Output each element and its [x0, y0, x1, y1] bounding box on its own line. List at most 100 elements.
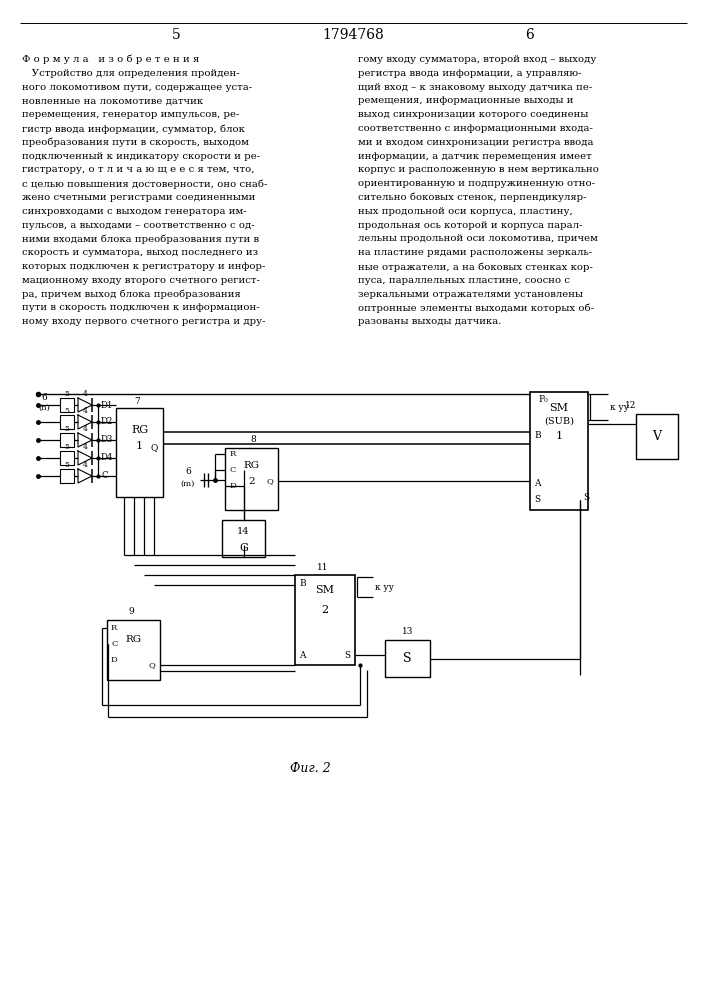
Text: разованы выходы датчика.: разованы выходы датчика.: [358, 317, 501, 326]
Text: 8: 8: [250, 436, 257, 444]
Text: синхровходами с выходом генератора им-: синхровходами с выходом генератора им-: [22, 207, 247, 216]
Text: SM: SM: [549, 403, 568, 413]
Bar: [385, 640, 430, 677]
Text: щий вход – к знаковому выходу датчика пе-: щий вход – к знаковому выходу датчика пе…: [358, 83, 592, 92]
Text: перемещения, генератор импульсов, ре-: перемещения, генератор импульсов, ре-: [22, 110, 240, 119]
Text: A: A: [299, 650, 305, 660]
Text: жено счетными регистрами соединенными: жено счетными регистрами соединенными: [22, 193, 255, 202]
Text: ними входами блока преобразования пути в: ними входами блока преобразования пути в: [22, 234, 259, 244]
Text: SM: SM: [315, 585, 334, 595]
Text: 4: 4: [83, 443, 88, 451]
Text: Q: Q: [148, 661, 155, 669]
Text: информации, а датчик перемещения имеет: информации, а датчик перемещения имеет: [358, 152, 592, 161]
Text: сительно боковых стенок, перпендикуляр-: сительно боковых стенок, перпендикуляр-: [358, 193, 587, 202]
Text: 6: 6: [185, 468, 191, 477]
Text: ремещения, информационные выходы и: ремещения, информационные выходы и: [358, 96, 573, 105]
Text: C: C: [111, 640, 117, 648]
Text: S: S: [583, 492, 589, 502]
Text: 12: 12: [625, 401, 637, 410]
Text: 4: 4: [83, 407, 88, 415]
Text: ных продольной оси корпуса, пластину,: ных продольной оси корпуса, пластину,: [358, 207, 573, 216]
Text: оптронные элементы выходами которых об-: оптронные элементы выходами которых об-: [358, 303, 594, 313]
Text: ми и входом синхронизации регистра ввода: ми и входом синхронизации регистра ввода: [358, 138, 593, 147]
Text: подключенный к индикатору скорости и ре-: подключенный к индикатору скорости и ре-: [22, 152, 260, 161]
Bar: [60, 433, 74, 447]
Text: G: G: [239, 543, 248, 553]
Text: (m): (m): [181, 480, 195, 488]
Bar: [107, 620, 160, 680]
Text: ориентированную и подпружиненную отно-: ориентированную и подпружиненную отно-: [358, 179, 595, 188]
Text: C: C: [230, 466, 236, 474]
Text: A: A: [534, 480, 540, 488]
Text: 1794768: 1794768: [322, 28, 384, 42]
Text: 9: 9: [129, 607, 134, 616]
Text: D: D: [230, 482, 237, 490]
Text: 2: 2: [322, 605, 329, 615]
Text: гому входу сумматора, второй вход – выходу: гому входу сумматора, второй вход – выхо…: [358, 55, 597, 64]
Text: D1: D1: [101, 400, 114, 410]
Text: гистр ввода информации, сумматор, блок: гистр ввода информации, сумматор, блок: [22, 124, 245, 133]
Text: лельны продольной оси локомотива, причем: лельны продольной оси локомотива, причем: [358, 234, 598, 243]
Text: D2: D2: [101, 418, 113, 426]
Bar: [636, 414, 678, 459]
Text: 1: 1: [136, 441, 143, 451]
Text: Ф о р м у л а   и з о б р е т е н и я: Ф о р м у л а и з о б р е т е н и я: [22, 55, 199, 64]
Text: D: D: [111, 656, 118, 664]
Text: RG: RG: [131, 425, 148, 435]
Bar: [60, 469, 74, 483]
Text: соответственно с информационными входа-: соответственно с информационными входа-: [358, 124, 593, 133]
Text: 13: 13: [402, 628, 413, 637]
Text: 5: 5: [172, 28, 180, 42]
Text: S: S: [534, 495, 540, 504]
Text: R: R: [230, 450, 236, 458]
Text: 1: 1: [556, 431, 563, 441]
Text: 6: 6: [525, 28, 534, 42]
Text: новленные на локомотиве датчик: новленные на локомотиве датчик: [22, 96, 203, 105]
Text: 4: 4: [83, 390, 88, 398]
Text: D4: D4: [101, 454, 113, 462]
Text: P₀: P₀: [538, 395, 548, 404]
Text: ного локомотивом пути, содержащее уста-: ного локомотивом пути, содержащее уста-: [22, 83, 252, 92]
Bar: [530, 392, 588, 510]
Text: 5: 5: [64, 407, 69, 415]
Text: ному входу первого счетного регистра и дру-: ному входу первого счетного регистра и д…: [22, 317, 266, 326]
Text: 5: 5: [64, 390, 69, 398]
Text: преобразования пути в скорость, выходом: преобразования пути в скорость, выходом: [22, 138, 249, 147]
Text: ные отражатели, а на боковых стенках кор-: ные отражатели, а на боковых стенках кор…: [358, 262, 593, 271]
Text: ра, причем выход блока преобразования: ра, причем выход блока преобразования: [22, 290, 241, 299]
Text: гистратору, о т л и ч а ю щ е е с я тем, что,: гистратору, о т л и ч а ю щ е е с я тем,…: [22, 165, 255, 174]
Text: 7: 7: [134, 396, 141, 406]
Text: S: S: [344, 650, 350, 660]
Text: скорость и сумматора, выход последнего из: скорость и сумматора, выход последнего и…: [22, 248, 258, 257]
Text: пульсов, а выходами – соответственно с од-: пульсов, а выходами – соответственно с о…: [22, 221, 255, 230]
Bar: [295, 575, 355, 665]
Text: D3: D3: [101, 436, 113, 444]
Text: 2: 2: [248, 477, 255, 486]
Text: выход синхронизации которого соединены: выход синхронизации которого соединены: [358, 110, 588, 119]
Text: Фиг. 2: Фиг. 2: [290, 762, 330, 774]
Bar: [60, 398, 74, 412]
Text: 6: 6: [41, 392, 47, 401]
Text: 5: 5: [64, 461, 69, 469]
Bar: [225, 448, 278, 510]
Text: с целью повышения достоверности, оно снаб-: с целью повышения достоверности, оно сна…: [22, 179, 267, 189]
Text: B: B: [299, 578, 305, 587]
Text: 14: 14: [238, 528, 250, 536]
Bar: [60, 415, 74, 429]
Text: S: S: [403, 652, 411, 665]
Bar: [222, 520, 265, 557]
Bar: [116, 408, 163, 497]
Text: (SUB): (SUB): [544, 416, 574, 426]
Text: RG: RG: [243, 462, 259, 471]
Text: продольная ось которой и корпуса парал-: продольная ось которой и корпуса парал-: [358, 221, 583, 230]
Text: зеркальными отражателями установлены: зеркальными отражателями установлены: [358, 290, 583, 299]
Bar: [60, 451, 74, 465]
Text: пуса, параллельных пластине, соосно с: пуса, параллельных пластине, соосно с: [358, 276, 570, 285]
Text: 4: 4: [83, 461, 88, 469]
Text: к уу: к уу: [375, 582, 394, 591]
Text: мационному входу второго счетного регист-: мационному входу второго счетного регист…: [22, 276, 260, 285]
Text: 5: 5: [64, 425, 69, 433]
Text: V: V: [653, 430, 662, 443]
Text: корпус и расположенную в нем вертикально: корпус и расположенную в нем вертикально: [358, 165, 599, 174]
Text: C: C: [101, 472, 107, 481]
